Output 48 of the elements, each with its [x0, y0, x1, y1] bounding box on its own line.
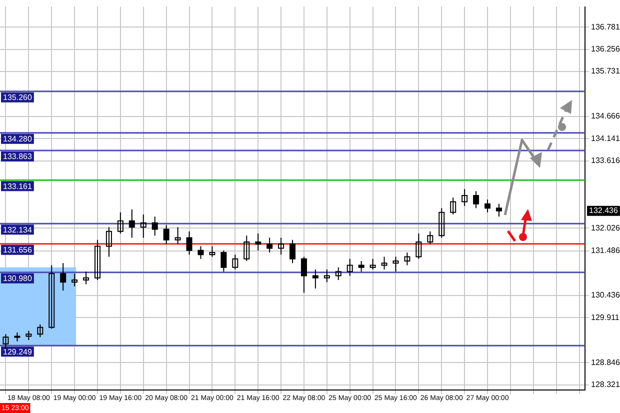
- y-tick-label: 134.666: [591, 112, 620, 121]
- y-tick-label: 130.436: [591, 290, 620, 300]
- candlestick: [209, 246, 216, 258]
- candlestick: [48, 264, 55, 330]
- candlestick: [140, 214, 146, 238]
- y-tick-label: 128.321: [591, 380, 620, 390]
- y-tick-label: 136.256: [591, 44, 620, 54]
- candlestick: [232, 254, 238, 270]
- candlestick: [346, 258, 353, 276]
- ref-line-label: 134.280: [3, 134, 32, 144]
- candlestick: [83, 271, 90, 285]
- candlestick: [26, 330, 32, 341]
- annotation: 132.436: [589, 206, 618, 216]
- y-tick-label: 132.026: [591, 223, 620, 232]
- candlestick: [462, 188, 468, 207]
- candlestick: [37, 324, 44, 338]
- candlestick: [324, 268, 330, 283]
- y-tick-label: 135.731: [591, 66, 620, 76]
- ref-line-label: 130.980: [3, 274, 32, 284]
- candlestick: [450, 197, 456, 215]
- candlestick: [2, 334, 9, 350]
- ref-line-label: 132.134: [3, 225, 32, 234]
- y-tick-label: 133.616: [591, 156, 620, 166]
- candlestick: [416, 233, 422, 260]
- candlestick: [370, 258, 376, 270]
- y-tick-label: 136.781: [591, 22, 620, 32]
- ref-line-label: 129.249: [3, 347, 32, 356]
- candlestick: [174, 226, 181, 245]
- candlestick: [335, 266, 342, 281]
- candlestick: [404, 252, 410, 266]
- candlestick: [72, 273, 78, 287]
- candlestick: [427, 230, 434, 245]
- candlestick: [392, 256, 399, 272]
- ref-line-label: 135.260: [3, 93, 32, 102]
- candlestick: [438, 208, 445, 238]
- ref-line-label: 133.863: [3, 152, 32, 162]
- y-tick-label: 131.486: [591, 246, 620, 256]
- y-tick-label: 128.846: [591, 358, 620, 367]
- candlestick: [94, 239, 100, 281]
- candlestick: [117, 212, 124, 234]
- candlestick: [381, 256, 388, 270]
- ref-line-label: 133.161: [3, 182, 32, 191]
- candlestick: [244, 235, 250, 262]
- y-tick-label: 129.911: [591, 312, 620, 322]
- candlestick: [278, 237, 284, 256]
- candlestick: [106, 226, 112, 258]
- ref-line-label: 131.656: [3, 246, 32, 255]
- y-tick-label: 134.141: [591, 134, 620, 143]
